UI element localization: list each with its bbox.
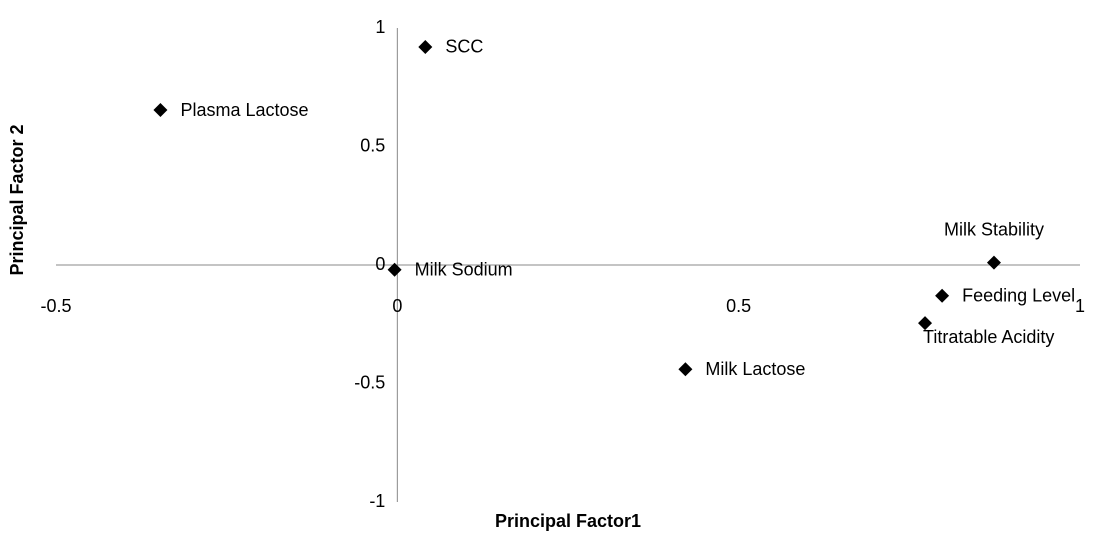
point [678,362,693,377]
point-label: Milk Stability [944,219,1044,239]
x-tick-label: 0.5 [726,296,751,316]
y-axis-title: Principal Factor 2 [7,124,27,275]
x-axis-title: Principal Factor1 [495,511,641,531]
point [986,255,1001,270]
point-label: Plasma Lactose [180,100,308,120]
point-label: Milk Sodium [415,259,513,279]
y-tick-label: -1 [369,491,385,511]
point [935,288,950,303]
point [387,262,402,277]
y-tick-label: 0 [375,254,385,274]
point-label: SCC [445,37,483,57]
point [918,316,933,331]
point [418,39,433,54]
point-label: Milk Lactose [705,359,805,379]
x-tick-label: 0 [392,296,402,316]
y-tick-label: -0.5 [354,372,385,392]
x-tick-label: -0.5 [40,296,71,316]
point [153,103,168,118]
point-label: Titratable Acidity [923,327,1054,347]
y-tick-label: 1 [375,17,385,37]
point-label: Feeding Level [962,286,1075,306]
y-tick-label: 0.5 [360,135,385,155]
x-tick-label: 1 [1075,296,1085,316]
